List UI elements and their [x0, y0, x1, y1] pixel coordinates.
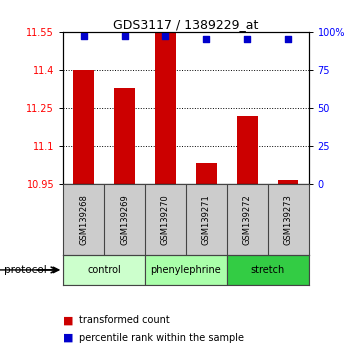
Point — [285, 37, 291, 42]
Bar — [155, 30, 176, 184]
Text: ■: ■ — [63, 315, 74, 325]
Bar — [278, 180, 299, 184]
Text: GSM139269: GSM139269 — [120, 194, 129, 245]
Text: GSM139271: GSM139271 — [202, 194, 211, 245]
Bar — [73, 70, 94, 184]
Text: GSM139272: GSM139272 — [243, 194, 252, 245]
Point — [162, 34, 168, 39]
Point — [81, 34, 87, 39]
Text: ■: ■ — [63, 333, 74, 343]
Text: protocol: protocol — [4, 265, 46, 275]
Text: GSM139273: GSM139273 — [284, 194, 293, 245]
Text: phenylephrine: phenylephrine — [151, 265, 221, 275]
Text: control: control — [87, 265, 121, 275]
Text: stretch: stretch — [251, 265, 285, 275]
Bar — [145, 255, 227, 285]
Text: transformed count: transformed count — [79, 315, 170, 325]
Bar — [227, 255, 309, 285]
Point — [122, 34, 127, 39]
Point — [204, 37, 209, 42]
Bar — [196, 162, 217, 184]
Text: percentile rank within the sample: percentile rank within the sample — [79, 333, 244, 343]
Point — [244, 37, 250, 42]
Bar — [63, 255, 145, 285]
Title: GDS3117 / 1389229_at: GDS3117 / 1389229_at — [113, 18, 258, 31]
Bar — [237, 115, 257, 184]
Text: GSM139268: GSM139268 — [79, 194, 88, 245]
Bar — [114, 88, 135, 184]
Text: GSM139270: GSM139270 — [161, 194, 170, 245]
